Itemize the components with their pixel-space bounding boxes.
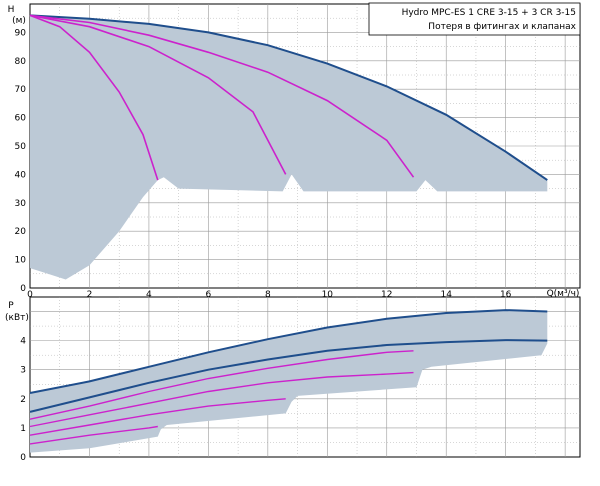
head-y-tick: 50 — [15, 142, 27, 152]
head-x-tick: 4 — [146, 290, 152, 300]
head-curve-partial-2 — [29, 14, 287, 175]
head-y-tick: 20 — [15, 227, 27, 237]
power-chart-panel: 0 1 2 3 4 P (кВт) — [5, 296, 581, 463]
power-y-axis-label: P — [8, 301, 14, 311]
power-y-tick: 2 — [20, 395, 26, 405]
head-shaded-region — [30, 15, 548, 280]
power-curve-partial-4 — [29, 398, 286, 436]
power-curve-main-0 — [29, 309, 548, 394]
legend-subtitle: Потеря в фитингах и клапанах — [428, 22, 576, 32]
power-plot-frame — [29, 296, 581, 458]
head-x-tick: 10 — [322, 290, 334, 300]
head-y-tick: 60 — [15, 114, 27, 124]
head-x-axis-label: Q(м³/ч) — [547, 289, 580, 299]
head-x-tick-labels: 0 2 4 6 8 10 12 14 16 — [27, 290, 512, 300]
head-x-tick: 16 — [500, 290, 512, 300]
power-curves — [29, 309, 548, 445]
head-y-axis-unit: (м) — [12, 16, 26, 26]
power-y-tick: 0 — [20, 453, 26, 463]
power-y-tick-labels: 0 1 2 3 4 — [20, 337, 26, 463]
head-y-tick: 30 — [15, 199, 27, 209]
power-curve-partial-2 — [29, 350, 414, 420]
power-y-tick: 1 — [20, 424, 26, 434]
head-y-axis-label: H — [8, 5, 15, 15]
head-x-tick: 2 — [87, 290, 93, 300]
power-y-tick: 3 — [20, 366, 26, 376]
head-curve-partial-3 — [29, 14, 415, 178]
head-y-tick: 90 — [15, 28, 27, 38]
head-y-tick: 80 — [15, 57, 27, 67]
power-y-axis-unit: (кВт) — [5, 313, 29, 323]
head-curve-partial-1 — [29, 14, 159, 181]
head-operating-area — [30, 15, 548, 280]
power-curve-partial-5 — [29, 425, 158, 445]
head-y-tick: 40 — [15, 170, 27, 180]
head-y-tick: 0 — [20, 284, 26, 294]
power-curve-partial-3 — [29, 371, 414, 428]
power-curve-main-1 — [29, 339, 548, 413]
head-y-tick: 10 — [15, 256, 27, 266]
head-y-tick-labels: 0 10 20 30 40 50 60 70 80 90 — [15, 28, 27, 294]
head-y-tick: 70 — [15, 85, 27, 95]
head-x-tick: 0 — [27, 290, 33, 300]
head-x-tick: 6 — [206, 290, 212, 300]
head-x-tick: 12 — [381, 290, 392, 300]
legend-title: Hydro MPC-ES 1 CRE 3-15 + 3 CR 3-15 — [402, 8, 576, 18]
legend-box: Hydro MPC-ES 1 CRE 3-15 + 3 CR 3-15 Поте… — [368, 2, 581, 36]
head-x-tick: 14 — [440, 290, 452, 300]
head-x-tick: 8 — [265, 290, 271, 300]
head-curves — [29, 14, 548, 181]
head-curve-max — [29, 14, 548, 181]
power-y-tick: 4 — [20, 337, 26, 347]
